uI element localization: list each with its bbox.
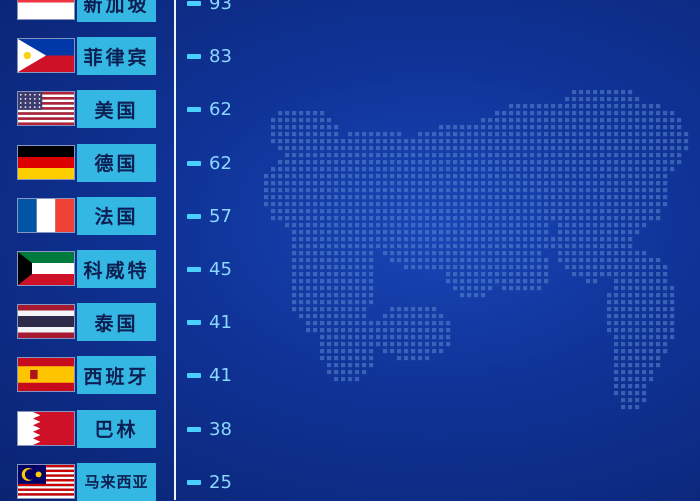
france-flag-icon xyxy=(17,197,75,233)
value-bar-marker xyxy=(187,373,201,379)
singapore-flag-icon xyxy=(17,0,75,20)
country-label: 巴林 xyxy=(77,409,156,448)
country-label: 马来西亚 xyxy=(77,462,156,501)
value-label: 41 xyxy=(209,312,232,334)
value-bar-marker xyxy=(187,479,201,485)
value-bar-marker xyxy=(187,267,201,272)
value-label: 57 xyxy=(209,205,232,227)
country-label: 美国 xyxy=(77,90,156,129)
value-label: 25 xyxy=(209,471,232,493)
kuwait-flag-icon xyxy=(17,251,75,286)
bahrain-flag-icon xyxy=(17,410,75,446)
value-bar-marker xyxy=(187,1,201,6)
value-label: 93 xyxy=(209,0,232,14)
value-bar-marker xyxy=(187,426,201,432)
spain-flag-icon xyxy=(17,357,75,393)
country-label: 科威特 xyxy=(77,250,156,288)
value-bar-marker xyxy=(187,213,201,219)
usa-flag-icon xyxy=(17,91,75,127)
country-label: 泰国 xyxy=(77,303,156,342)
country-label: 菲律宾 xyxy=(77,37,156,76)
country-label: 德国 xyxy=(77,143,156,182)
country-label: 西班牙 xyxy=(77,356,156,395)
thailand-flag-icon xyxy=(17,304,75,340)
divider-line xyxy=(174,0,176,500)
malaysia-flag-icon xyxy=(17,463,75,499)
value-label: 38 xyxy=(209,418,232,440)
value-label: 45 xyxy=(209,259,232,280)
value-label: 62 xyxy=(209,152,232,174)
value-bar-marker xyxy=(187,320,201,326)
value-label: 62 xyxy=(209,99,232,121)
philippines-flag-icon xyxy=(17,38,75,74)
value-bar-marker xyxy=(187,54,201,60)
germany-flag-icon xyxy=(17,144,75,180)
value-bar-marker xyxy=(187,160,201,166)
country-label: 新加坡 xyxy=(77,0,156,22)
country-label: 法国 xyxy=(77,196,156,235)
value-label: 83 xyxy=(209,46,232,68)
value-bar-marker xyxy=(187,107,201,113)
value-label: 41 xyxy=(209,365,232,387)
